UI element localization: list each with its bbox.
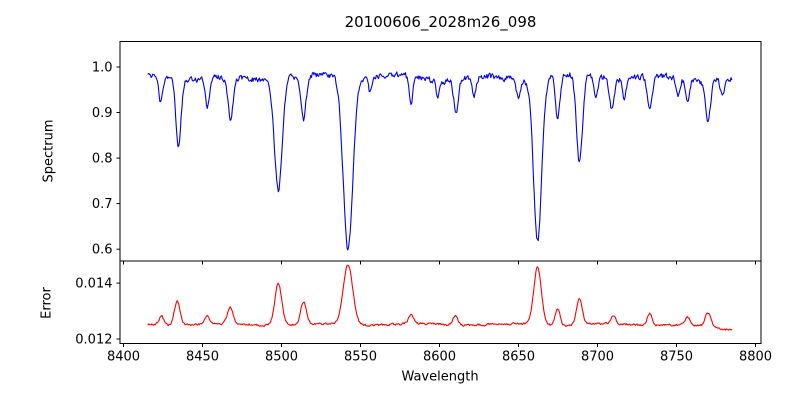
x-tick-label: 8800 (739, 350, 772, 365)
x-tick-label: 8400 (107, 350, 140, 365)
spectrum-y-tick-label: 0.6 (92, 243, 113, 258)
x-axis-label: Wavelength (401, 369, 479, 385)
spectrum-y-tick-label: 0.7 (92, 197, 113, 212)
spectrum-y-tick-label: 1.0 (92, 61, 113, 76)
spectrum-line (147, 71, 733, 251)
x-tick-label: 8550 (344, 350, 377, 365)
x-tick-label: 8700 (581, 350, 614, 365)
error-y-tick-label: 0.012 (75, 333, 112, 348)
spectrum-panel-border (119, 41, 762, 262)
x-tick-label: 8750 (660, 350, 693, 365)
plot-title: 20100606_2028m26_098 (344, 13, 537, 31)
error-line (147, 264, 733, 331)
x-tick-label: 8500 (265, 350, 298, 365)
error-y-tick-label: 0.014 (75, 277, 112, 292)
spectrum-y-tick-label: 0.9 (92, 106, 113, 121)
x-tick-label: 8450 (186, 350, 219, 365)
x-tick-label: 8650 (502, 350, 535, 365)
error-panel-border (119, 260, 762, 344)
x-tick-label: 8600 (423, 350, 456, 365)
spectrum-y-tick-label: 0.8 (92, 152, 113, 167)
